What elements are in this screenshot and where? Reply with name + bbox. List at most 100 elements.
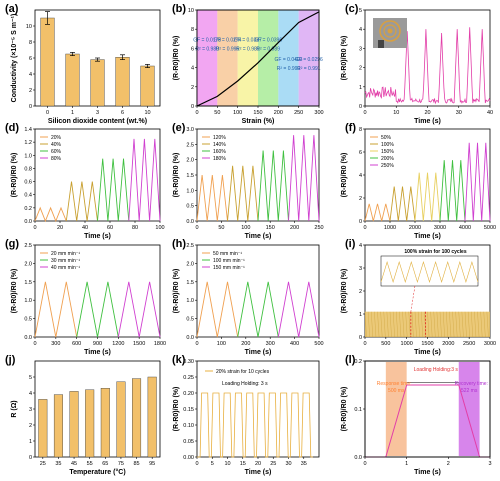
- y-tick-label-h: 0.0: [186, 335, 194, 341]
- x-tick-label-c: 0: [363, 110, 366, 116]
- x-tick-label-c: 20: [424, 110, 430, 116]
- x-tick-label-h: 400: [290, 341, 299, 347]
- y-axis-label-h: (R-R0)/R0 (%): [173, 269, 180, 314]
- cycle-band-i: [365, 311, 490, 337]
- legend-label-d: 40%: [51, 142, 62, 148]
- inset-trace-i: [380, 260, 479, 284]
- r2-label-b: R² = 0.996: [216, 47, 240, 53]
- plot-frame-l: [364, 360, 491, 458]
- cycle-trace-i: [439, 311, 442, 338]
- legend-label-e: 120%: [213, 135, 226, 141]
- y-tick-label-b: 4: [191, 66, 194, 72]
- legend-label-d: 60%: [51, 149, 62, 155]
- x-tick-label-e: 50: [218, 225, 224, 231]
- bar-j: [116, 381, 126, 458]
- series-line-f: [389, 186, 416, 222]
- cycle-trace-i: [483, 311, 486, 338]
- x-tick-label-h: 0: [195, 341, 198, 347]
- y-tick-label-a: 8: [29, 40, 32, 46]
- gf-label-b: GF = 0.0296: [295, 57, 323, 63]
- legend-label-k: 20% strain for 10 cycles: [216, 369, 270, 375]
- x-tick-label-e: 200: [290, 225, 299, 231]
- annotation-k: Loading Holding: 3 s: [222, 381, 268, 387]
- r2-label-b: R² = 0.989: [256, 47, 280, 53]
- x-tick-label-k: 35: [301, 461, 307, 467]
- cycle-trace-i: [389, 311, 392, 338]
- recovery-region-l: [458, 362, 480, 456]
- legend-label-g: 30 mm min⁻¹: [51, 258, 80, 264]
- x-tick-label-f: 5000: [484, 225, 496, 231]
- cycle-trace-i: [449, 311, 452, 338]
- bar-a: [90, 59, 105, 107]
- series-line-g: [34, 281, 78, 338]
- y-tick-label-g: 0.0: [24, 335, 32, 341]
- legend-label-h: 50 mm min⁻¹: [213, 251, 242, 257]
- x-tick-label-g: 300: [51, 341, 60, 347]
- y-tick-label-h: 1.5: [186, 280, 194, 286]
- x-tick-label-a: 6: [121, 110, 124, 116]
- y-tick-label-d: 1.2: [24, 140, 32, 146]
- x-tick-label-d: 40: [82, 225, 88, 231]
- x-tick-label-k: 0: [195, 461, 198, 467]
- x-tick-label-j: 25: [40, 461, 46, 467]
- y-tick-label-d: 0.8: [24, 166, 32, 172]
- panel-e: (e) 0.0 0.5 1.0 1.5 2.0 2.5 3.0 0 50 100 150 200 250 T…: [172, 122, 324, 240]
- bar-j: [53, 394, 63, 458]
- x-tick-label-j: 55: [87, 461, 93, 467]
- y-tick-label-d: 0.2: [24, 206, 32, 212]
- x-tick-label-d: 60: [107, 225, 113, 231]
- y-tick-label-c: 0: [359, 104, 362, 110]
- strain-region-b: [237, 10, 258, 106]
- x-axis-label-j: Temperature (°C): [69, 468, 125, 476]
- series-line-d: [65, 181, 98, 222]
- series-line-f: [464, 142, 491, 222]
- y-tick-label-l: 0.2: [354, 359, 362, 365]
- series-line-e: [257, 150, 289, 222]
- legend-label-f: 100%: [381, 142, 394, 148]
- x-tick-label-b: 300: [314, 110, 323, 116]
- series-line-g: [117, 281, 161, 338]
- x-tick-label-l: 0: [363, 461, 366, 467]
- x-tick-label-k: 20: [255, 461, 261, 467]
- x-tick-label-b: 0: [195, 110, 198, 116]
- panel-label-g: (g): [5, 238, 19, 250]
- legend-label-f: 150%: [381, 149, 394, 155]
- cycle-trace-i: [480, 311, 483, 338]
- cycle-trace-i: [371, 311, 373, 338]
- y-tick-label-l: 0.1: [354, 407, 362, 413]
- gf-label-b: GF = 0.0396: [254, 38, 282, 44]
- cycle-trace-i: [408, 311, 411, 338]
- y-tick-label-d: 0.4: [24, 193, 32, 199]
- cycle-trace-i: [446, 311, 448, 338]
- panel-d: (d) 0.0 0.2 0.4 0.6 0.8 1.0 1.2 1.4 0 20 40 60 80 100 T…: [5, 122, 165, 240]
- cycle-trace-i: [471, 311, 473, 338]
- r2-label-b: R² = 0.990: [277, 66, 301, 72]
- cycle-trace-i: [402, 311, 405, 338]
- y-tick-label-e: 0.5: [186, 204, 194, 210]
- cycle-trace-i: [421, 311, 423, 338]
- x-tick-label-d: 80: [132, 225, 138, 231]
- x-tick-label-j: 85: [134, 461, 140, 467]
- panel-c: (c) 0 1 2 3 4 5 0 10 20 30 40 Time (s) (R-R0)/R0 (%): [341, 3, 493, 125]
- bar-j: [69, 391, 79, 458]
- cycle-trace-i: [367, 311, 370, 338]
- x-tick-label-f: 0: [363, 225, 366, 231]
- y-axis-label-a: Conductivity (×10⁻⁵ S m⁻¹): [11, 14, 18, 103]
- legend-label-h: 100 mm min⁻¹: [213, 258, 245, 264]
- y-tick-label-c: 3: [359, 46, 362, 52]
- x-tick-label-f: 3000: [434, 225, 446, 231]
- y-axis-label-i: (R-R0)/R0 (%): [341, 269, 348, 314]
- x-tick-label-i: 2500: [463, 341, 475, 347]
- cycle-trace-i: [464, 311, 467, 338]
- annotation-i: 100% strain for 100 cycles: [404, 249, 466, 255]
- y-tick-label-a: 2: [29, 88, 32, 94]
- x-tick-label-i: 1500: [421, 341, 433, 347]
- series-line-f: [439, 160, 466, 222]
- panel-label-b: (b): [172, 3, 186, 15]
- cycle-trace-i: [461, 311, 464, 338]
- y-tick-label-f: 2: [359, 196, 362, 202]
- y-tick-label-d: 0.0: [24, 219, 32, 225]
- r2-label-b: R² = 0.989: [236, 47, 260, 53]
- series-line-d: [34, 206, 67, 223]
- x-tick-label-k: 30: [285, 461, 291, 467]
